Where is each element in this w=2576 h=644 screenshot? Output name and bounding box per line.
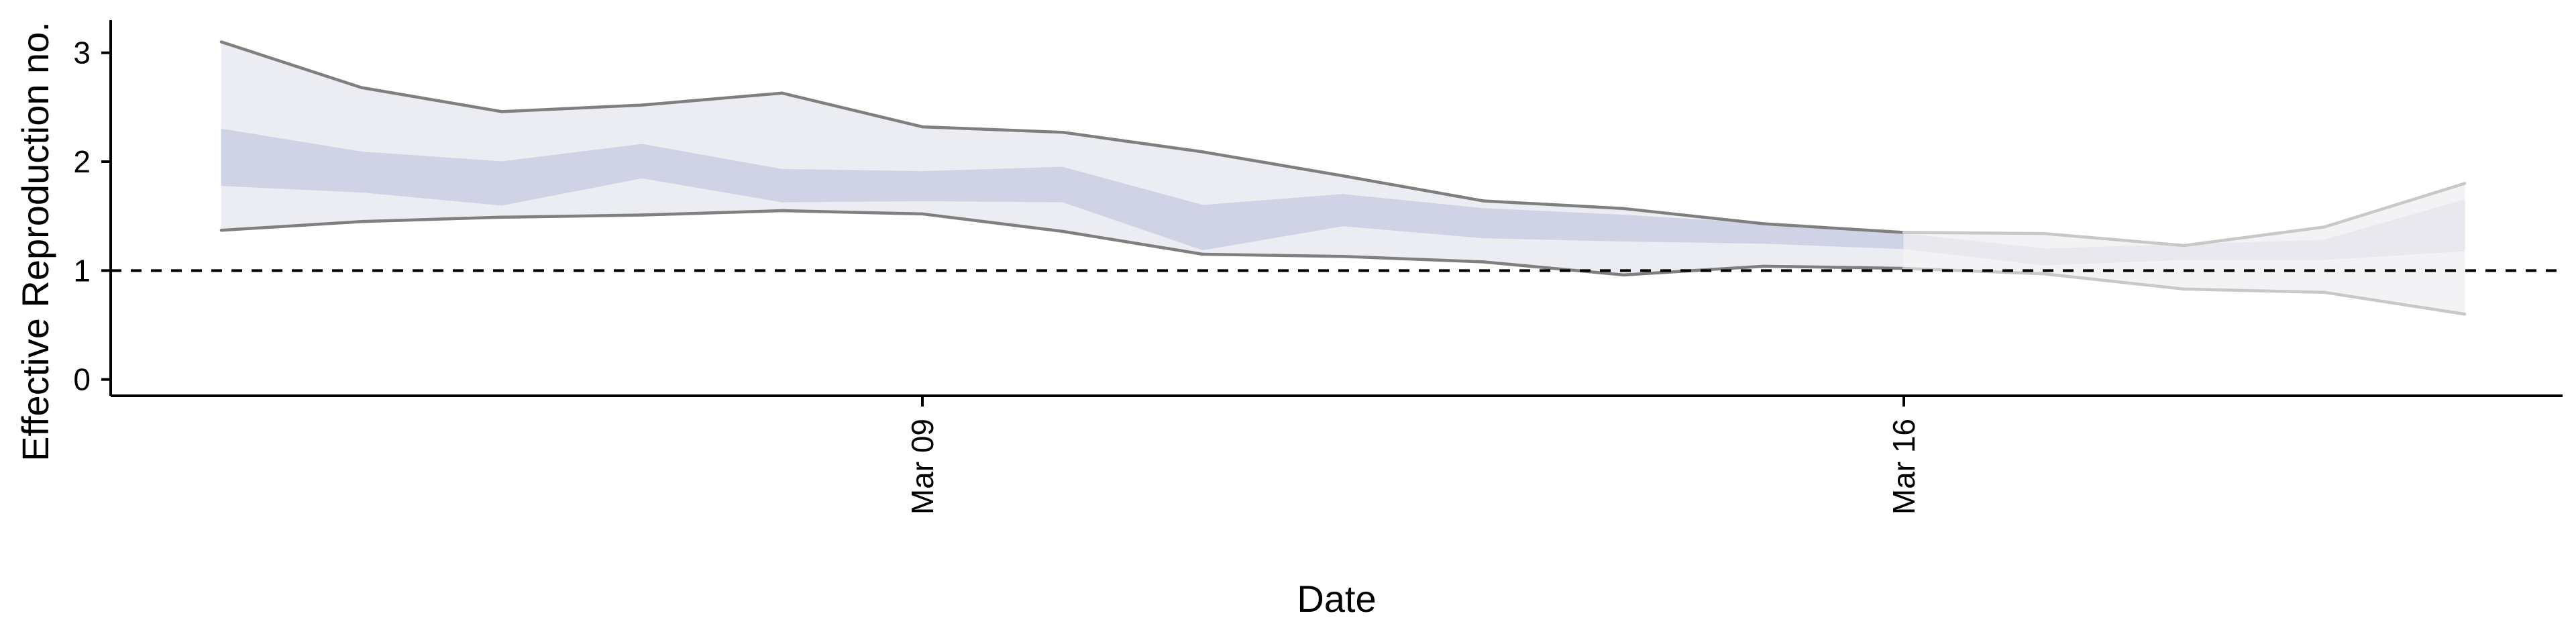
lower-bound-line-segment xyxy=(920,212,1065,233)
upper-bound-line-segment xyxy=(2042,231,2186,248)
band-50-segment xyxy=(2324,199,2465,260)
lower-bound-line-segment xyxy=(1061,229,1205,256)
band-50-segment xyxy=(782,168,923,203)
lower-bound-line-segment xyxy=(1762,264,1906,270)
lower-bound-line-segment xyxy=(1481,260,1625,277)
lower-bound-line-segment xyxy=(2322,290,2467,316)
y-tick-label: 2 xyxy=(73,144,91,179)
y-axis-title: Effective Reproduction no. xyxy=(14,21,56,462)
upper-bound-line-segment xyxy=(2322,182,2467,229)
band-50-segment xyxy=(1623,215,1764,244)
upper-bound-line-segment xyxy=(1902,231,2046,235)
upper-bound-line-segment xyxy=(920,125,1065,134)
x-tick-label: Mar 09 xyxy=(905,419,940,515)
credible-interval-bands xyxy=(221,41,2465,315)
upper-bound-line-segment xyxy=(219,40,364,89)
lower-bound-line-segment xyxy=(1341,254,1485,264)
upper-bound-line-segment xyxy=(360,86,504,113)
credible-bound-lines xyxy=(219,40,2467,316)
lower-bound-line-segment xyxy=(1621,264,1766,277)
upper-bound-line-segment xyxy=(1061,130,1205,154)
upper-bound-line-segment xyxy=(500,103,644,113)
lower-bound-line-segment xyxy=(2042,272,2186,291)
x-axis-title: Date xyxy=(1297,578,1376,620)
lower-bound-line-segment xyxy=(360,215,504,223)
x-tick-label: Mar 16 xyxy=(1886,419,1921,515)
upper-bound-line-segment xyxy=(1201,150,1345,178)
upper-bound-line-segment xyxy=(1762,222,1906,234)
upper-bound-line-segment xyxy=(1621,207,1766,225)
upper-bound-line-segment xyxy=(2182,225,2326,248)
lower-bound-line-segment xyxy=(219,220,364,232)
band-50-segment xyxy=(922,166,1063,203)
upper-bound-line-segment xyxy=(640,91,784,107)
lower-bound-line-segment xyxy=(1201,252,1345,258)
upper-bound-line-segment xyxy=(780,91,924,129)
y-tick-label: 0 xyxy=(73,362,91,397)
y-tick-label: 3 xyxy=(73,36,91,70)
lower-bound-line-segment xyxy=(2182,287,2326,294)
upper-bound-line-segment xyxy=(1341,174,1485,203)
lower-bound-line-segment xyxy=(640,209,784,217)
upper-bound-line-segment xyxy=(1481,199,1625,211)
axes: 0 1 2 3 Mar 09 Mar 16 xyxy=(73,20,2563,515)
y-tick-label: 1 xyxy=(73,253,91,288)
lower-bound-line-segment xyxy=(500,213,644,219)
lower-bound-line-segment xyxy=(780,209,924,216)
